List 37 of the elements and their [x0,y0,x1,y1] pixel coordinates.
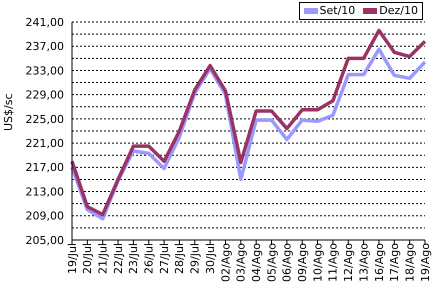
x-tick-label: 02/Ago [219,242,232,282]
y-tick-label: 225,00 [26,112,64,126]
x-tick-label: 21/Jul [96,243,110,274]
x-tick-label: 09/Ago [296,242,310,282]
x-tick-label: 20/Jul [81,243,94,274]
y-tick-label: 209,00 [26,210,64,223]
y-tick-label: 217,00 [26,161,64,174]
x-tick-label: 19/Ago [418,242,432,282]
x-tick-label: 19/Jul [66,243,79,274]
x-tick-label: 10/Ago [311,242,324,282]
y-tick-label: 221,00 [26,137,64,150]
x-tick-label: 17/Ago [388,242,402,282]
x-tick-label: 04/Ago [250,242,263,282]
x-tick-label: 29/Jul [188,243,202,274]
x-tick-label: 30/Jul [204,243,217,274]
x-tick-label: 23/Jul [127,243,140,274]
y-tick-label: 241,00 [26,16,64,29]
x-tick-label: 03/Ago [234,242,248,282]
y-tick-label: 229,00 [26,88,64,102]
y-tick-label: 237,00 [26,40,64,54]
y-tick-label: 233,00 [26,64,64,78]
x-tick-label: 27/Jul [158,243,171,274]
legend-label: Set/10 [320,3,356,19]
y-tick-label: 205,00 [26,234,64,247]
x-tick-label: 16/Ago [372,242,386,282]
x-tick-label: 06/Ago [280,242,294,282]
x-tick-label: 22/Jul [112,243,125,274]
legend-label: Dez/10 [379,3,418,19]
x-tick-label: 11/Ago [326,242,340,282]
x-tick-label: 18/Ago [403,242,416,282]
y-tick-label: 213,00 [26,185,64,198]
x-tick-label: 13/Ago [357,242,370,282]
x-tick-label: 28/Jul [173,243,186,274]
x-tick-label: 26/Jul [142,243,156,274]
x-tick-label: 12/Ago [342,242,356,282]
y-axis-title: US$/sc [2,93,15,131]
x-tick-label: 05/Ago [265,242,278,282]
